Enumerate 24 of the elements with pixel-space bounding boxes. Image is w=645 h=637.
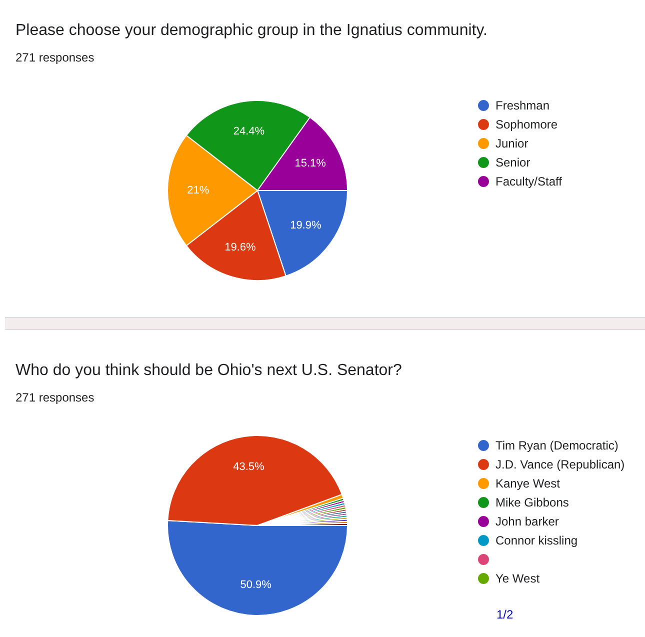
- legend-label: Junior: [496, 136, 528, 150]
- legend-label: Mike Gibbons: [496, 496, 569, 510]
- data-label: 21%: [187, 184, 210, 196]
- text: 1/2: [496, 608, 514, 622]
- legend-label: John barker: [496, 514, 559, 528]
- text: 271 responses: [16, 50, 94, 64]
- data-label: 19.6%: [224, 241, 256, 254]
- legend-label: Sophomore: [496, 118, 558, 132]
- data-label: 15.1%: [294, 157, 326, 170]
- legend-label: Ye West: [496, 572, 540, 586]
- data-label: 19.9%: [290, 219, 322, 232]
- data-label: 24.4%: [233, 126, 265, 138]
- chart-title: Who do you think should be Ohio's next U.S. Senator?: [16, 362, 402, 379]
- legend-label: Senior: [496, 156, 530, 170]
- legend-label: Kanye West: [496, 476, 561, 490]
- data-label: 43.5%: [233, 460, 265, 473]
- chart-title: Please choose your demographic group in the Ignatius community.: [16, 22, 488, 39]
- text: 271 responses: [16, 390, 94, 404]
- legend-label: Freshman: [496, 98, 550, 112]
- legend-label: Tim Ryan (Democratic): [496, 438, 618, 452]
- legend-label: Faculty/Staff: [496, 174, 563, 188]
- legend-label: J.D. Vance (Republican): [496, 458, 625, 472]
- legend-label: Connor kissling: [496, 534, 578, 548]
- data-label: 50.9%: [240, 578, 272, 591]
